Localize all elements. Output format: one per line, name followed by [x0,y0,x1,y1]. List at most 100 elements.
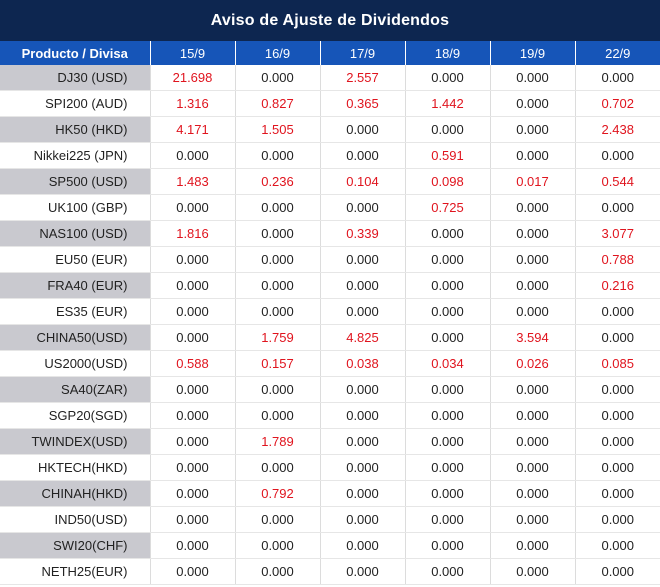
dividend-value-cell: 0.000 [490,65,576,91]
column-header-date: 18/9 [405,41,491,65]
dividend-value-cell: 0.026 [490,350,576,377]
dividend-value-cell: 0.098 [405,168,491,195]
product-cell: FRA40 (EUR) [0,272,151,299]
dividend-value-cell: 0.702 [575,90,660,117]
dividend-value-cell: 0.000 [575,428,660,455]
product-cell: HK50 (HKD) [0,116,151,143]
product-cell: DJ30 (USD) [0,65,151,91]
dividend-value-cell: 0.000 [490,90,576,117]
table-row: UK100 (GBP) 0.000 0.000 0.000 0.725 0.000 0.00… [0,194,660,221]
dividend-value-cell: 0.000 [235,402,321,429]
dividend-value-cell: 0.000 [150,142,236,169]
table-row: NETH25(EUR) 0.000 0.000 0.000 0.000 0.000 0.00… [0,558,660,585]
dividend-value-cell: 0.000 [320,272,406,299]
table-row: SWI20(CHF) 0.000 0.000 0.000 0.000 0.000 0.000 [0,532,660,559]
dividend-value-cell: 21.698 [150,65,236,91]
dividend-value-cell: 0.236 [235,168,321,195]
dividend-value-cell: 0.000 [150,324,236,351]
column-header-date: 19/9 [490,41,576,65]
dividend-value-cell: 0.000 [405,272,491,299]
dividend-value-cell: 0.000 [320,506,406,533]
dividend-value-cell: 0.000 [320,454,406,481]
dividend-value-cell: 0.000 [405,402,491,429]
dividend-value-cell: 0.000 [490,428,576,455]
dividend-value-cell: 0.000 [235,142,321,169]
dividend-value-cell: 0.000 [150,428,236,455]
dividend-value-cell: 4.171 [150,116,236,143]
dividend-value-cell: 0.000 [575,324,660,351]
dividend-value-cell: 0.000 [490,376,576,403]
dividend-value-cell: 0.000 [235,506,321,533]
dividend-value-cell: 0.000 [490,454,576,481]
table-row: HKTECH(HKD) 0.000 0.000 0.000 0.000 0.000 0.00… [0,454,660,481]
product-cell: US2000(USD) [0,350,151,377]
dividend-value-cell: 0.000 [490,402,576,429]
product-cell: ES35 (EUR) [0,298,151,325]
dividend-value-cell: 0.038 [320,350,406,377]
column-header-date: 17/9 [320,41,406,65]
column-header-date: 15/9 [150,41,236,65]
table-row: CHINAH(HKD) 0.000 0.792 0.000 0.000 0.000 0.00… [0,480,660,507]
dividend-value-cell: 0.827 [235,90,321,117]
table-row: IND50(USD) 0.000 0.000 0.000 0.000 0.000 0.000 [0,506,660,533]
dividend-value-cell: 0.000 [490,194,576,221]
table-body: DJ30 (USD) 21.698 0.000 2.557 0.000 0.000 0.00… [0,65,660,585]
table-row: DJ30 (USD) 21.698 0.000 2.557 0.000 0.000 0.00… [0,65,660,91]
dividend-value-cell: 0.000 [150,480,236,507]
dividend-value-cell: 0.000 [235,65,321,91]
dividend-value-cell: 4.825 [320,324,406,351]
product-cell: SPI200 (AUD) [0,90,151,117]
dividend-value-cell: 0.000 [490,272,576,299]
dividend-value-cell: 0.591 [405,142,491,169]
product-cell: Nikkei225 (JPN) [0,142,151,169]
dividend-value-cell: 0.000 [405,220,491,247]
dividend-value-cell: 0.000 [150,454,236,481]
dividend-value-cell: 0.000 [320,376,406,403]
dividend-value-cell: 0.000 [320,142,406,169]
dividend-value-cell: 0.000 [405,116,491,143]
table-row: HK50 (HKD) 4.171 1.505 0.000 0.000 0.000 2.438 [0,116,660,143]
dividend-value-cell: 0.000 [320,558,406,585]
product-cell: NETH25(EUR) [0,558,151,585]
dividend-value-cell: 0.000 [575,65,660,91]
dividend-value-cell: 0.000 [235,558,321,585]
table-row: Nikkei225 (JPN) 0.000 0.000 0.000 0.591 0.000… [0,142,660,169]
dividend-value-cell: 0.000 [575,376,660,403]
table-row: US2000(USD) 0.588 0.157 0.038 0.034 0.026 0.08… [0,350,660,377]
dividend-value-cell: 0.000 [320,194,406,221]
product-cell: EU50 (EUR) [0,246,151,273]
table-row: SP500 (USD) 1.483 0.236 0.104 0.098 0.017 0.54… [0,168,660,195]
dividend-value-cell: 0.000 [150,272,236,299]
dividend-value-cell: 0.788 [575,246,660,273]
table-row: SGP20(SGD) 0.000 0.000 0.000 0.000 0.000 0.000 [0,402,660,429]
column-header-date: 22/9 [575,41,660,65]
dividend-value-cell: 0.000 [235,220,321,247]
dividend-value-cell: 0.000 [405,298,491,325]
dividend-value-cell: 1.759 [235,324,321,351]
dividend-value-cell: 0.792 [235,480,321,507]
table-row: TWINDEX(USD) 0.000 1.789 0.000 0.000 0.000 0.0… [0,428,660,455]
dividend-value-cell: 0.017 [490,168,576,195]
table-row: ES35 (EUR) 0.000 0.000 0.000 0.000 0.000 0.000 [0,298,660,325]
dividend-value-cell: 0.000 [490,558,576,585]
dividend-value-cell: 0.000 [405,324,491,351]
dividend-value-cell: 1.505 [235,116,321,143]
dividend-value-cell: 3.594 [490,324,576,351]
product-cell: SWI20(CHF) [0,532,151,559]
dividend-value-cell: 0.000 [575,402,660,429]
dividend-value-cell: 0.157 [235,350,321,377]
dividend-value-cell: 0.000 [405,558,491,585]
dividend-value-cell: 0.000 [405,376,491,403]
dividend-table: Producto / Divisa 15/9 16/9 17/9 18/9 19… [0,41,660,585]
dividend-value-cell: 2.557 [320,65,406,91]
dividend-value-cell: 1.442 [405,90,491,117]
dividend-value-cell: 0.000 [575,532,660,559]
dividend-value-cell: 0.000 [575,454,660,481]
product-cell: SGP20(SGD) [0,402,151,429]
dividend-value-cell: 1.483 [150,168,236,195]
column-header-date: 16/9 [235,41,321,65]
table-row: CHINA50(USD) 0.000 1.759 4.825 0.000 3.594 0.0… [0,324,660,351]
dividend-value-cell: 0.085 [575,350,660,377]
dividend-value-cell: 0.000 [575,142,660,169]
